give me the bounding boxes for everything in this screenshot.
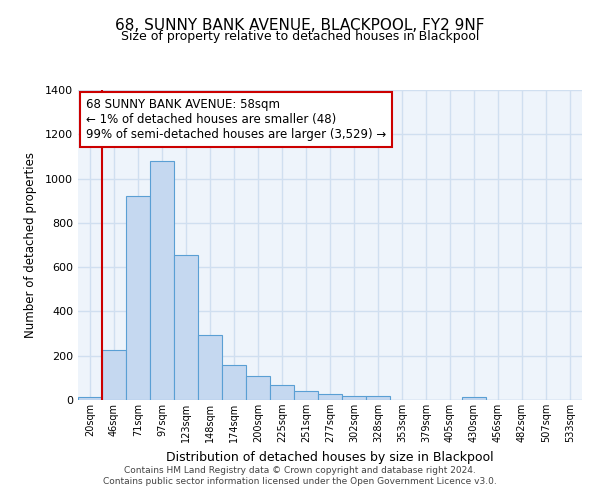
Bar	[294, 390, 318, 400]
Text: 68, SUNNY BANK AVENUE, BLACKPOOL, FY2 9NF: 68, SUNNY BANK AVENUE, BLACKPOOL, FY2 9N…	[115, 18, 485, 32]
Bar	[198, 334, 222, 400]
Bar	[318, 394, 342, 400]
Text: Size of property relative to detached houses in Blackpool: Size of property relative to detached ho…	[121, 30, 479, 43]
Bar	[102, 350, 126, 400]
Bar	[366, 396, 390, 400]
Bar	[222, 364, 246, 400]
Text: Contains public sector information licensed under the Open Government Licence v3: Contains public sector information licen…	[103, 477, 497, 486]
Bar	[174, 255, 198, 400]
Y-axis label: Number of detached properties: Number of detached properties	[23, 152, 37, 338]
Bar	[342, 396, 366, 400]
Bar	[126, 196, 150, 400]
Bar	[150, 161, 174, 400]
Bar	[246, 376, 270, 400]
Text: 68 SUNNY BANK AVENUE: 58sqm
← 1% of detached houses are smaller (48)
99% of semi: 68 SUNNY BANK AVENUE: 58sqm ← 1% of deta…	[86, 98, 386, 140]
Text: Contains HM Land Registry data © Crown copyright and database right 2024.: Contains HM Land Registry data © Crown c…	[124, 466, 476, 475]
Bar	[270, 384, 294, 400]
Bar	[78, 396, 102, 400]
X-axis label: Distribution of detached houses by size in Blackpool: Distribution of detached houses by size …	[166, 450, 494, 464]
Bar	[462, 396, 486, 400]
